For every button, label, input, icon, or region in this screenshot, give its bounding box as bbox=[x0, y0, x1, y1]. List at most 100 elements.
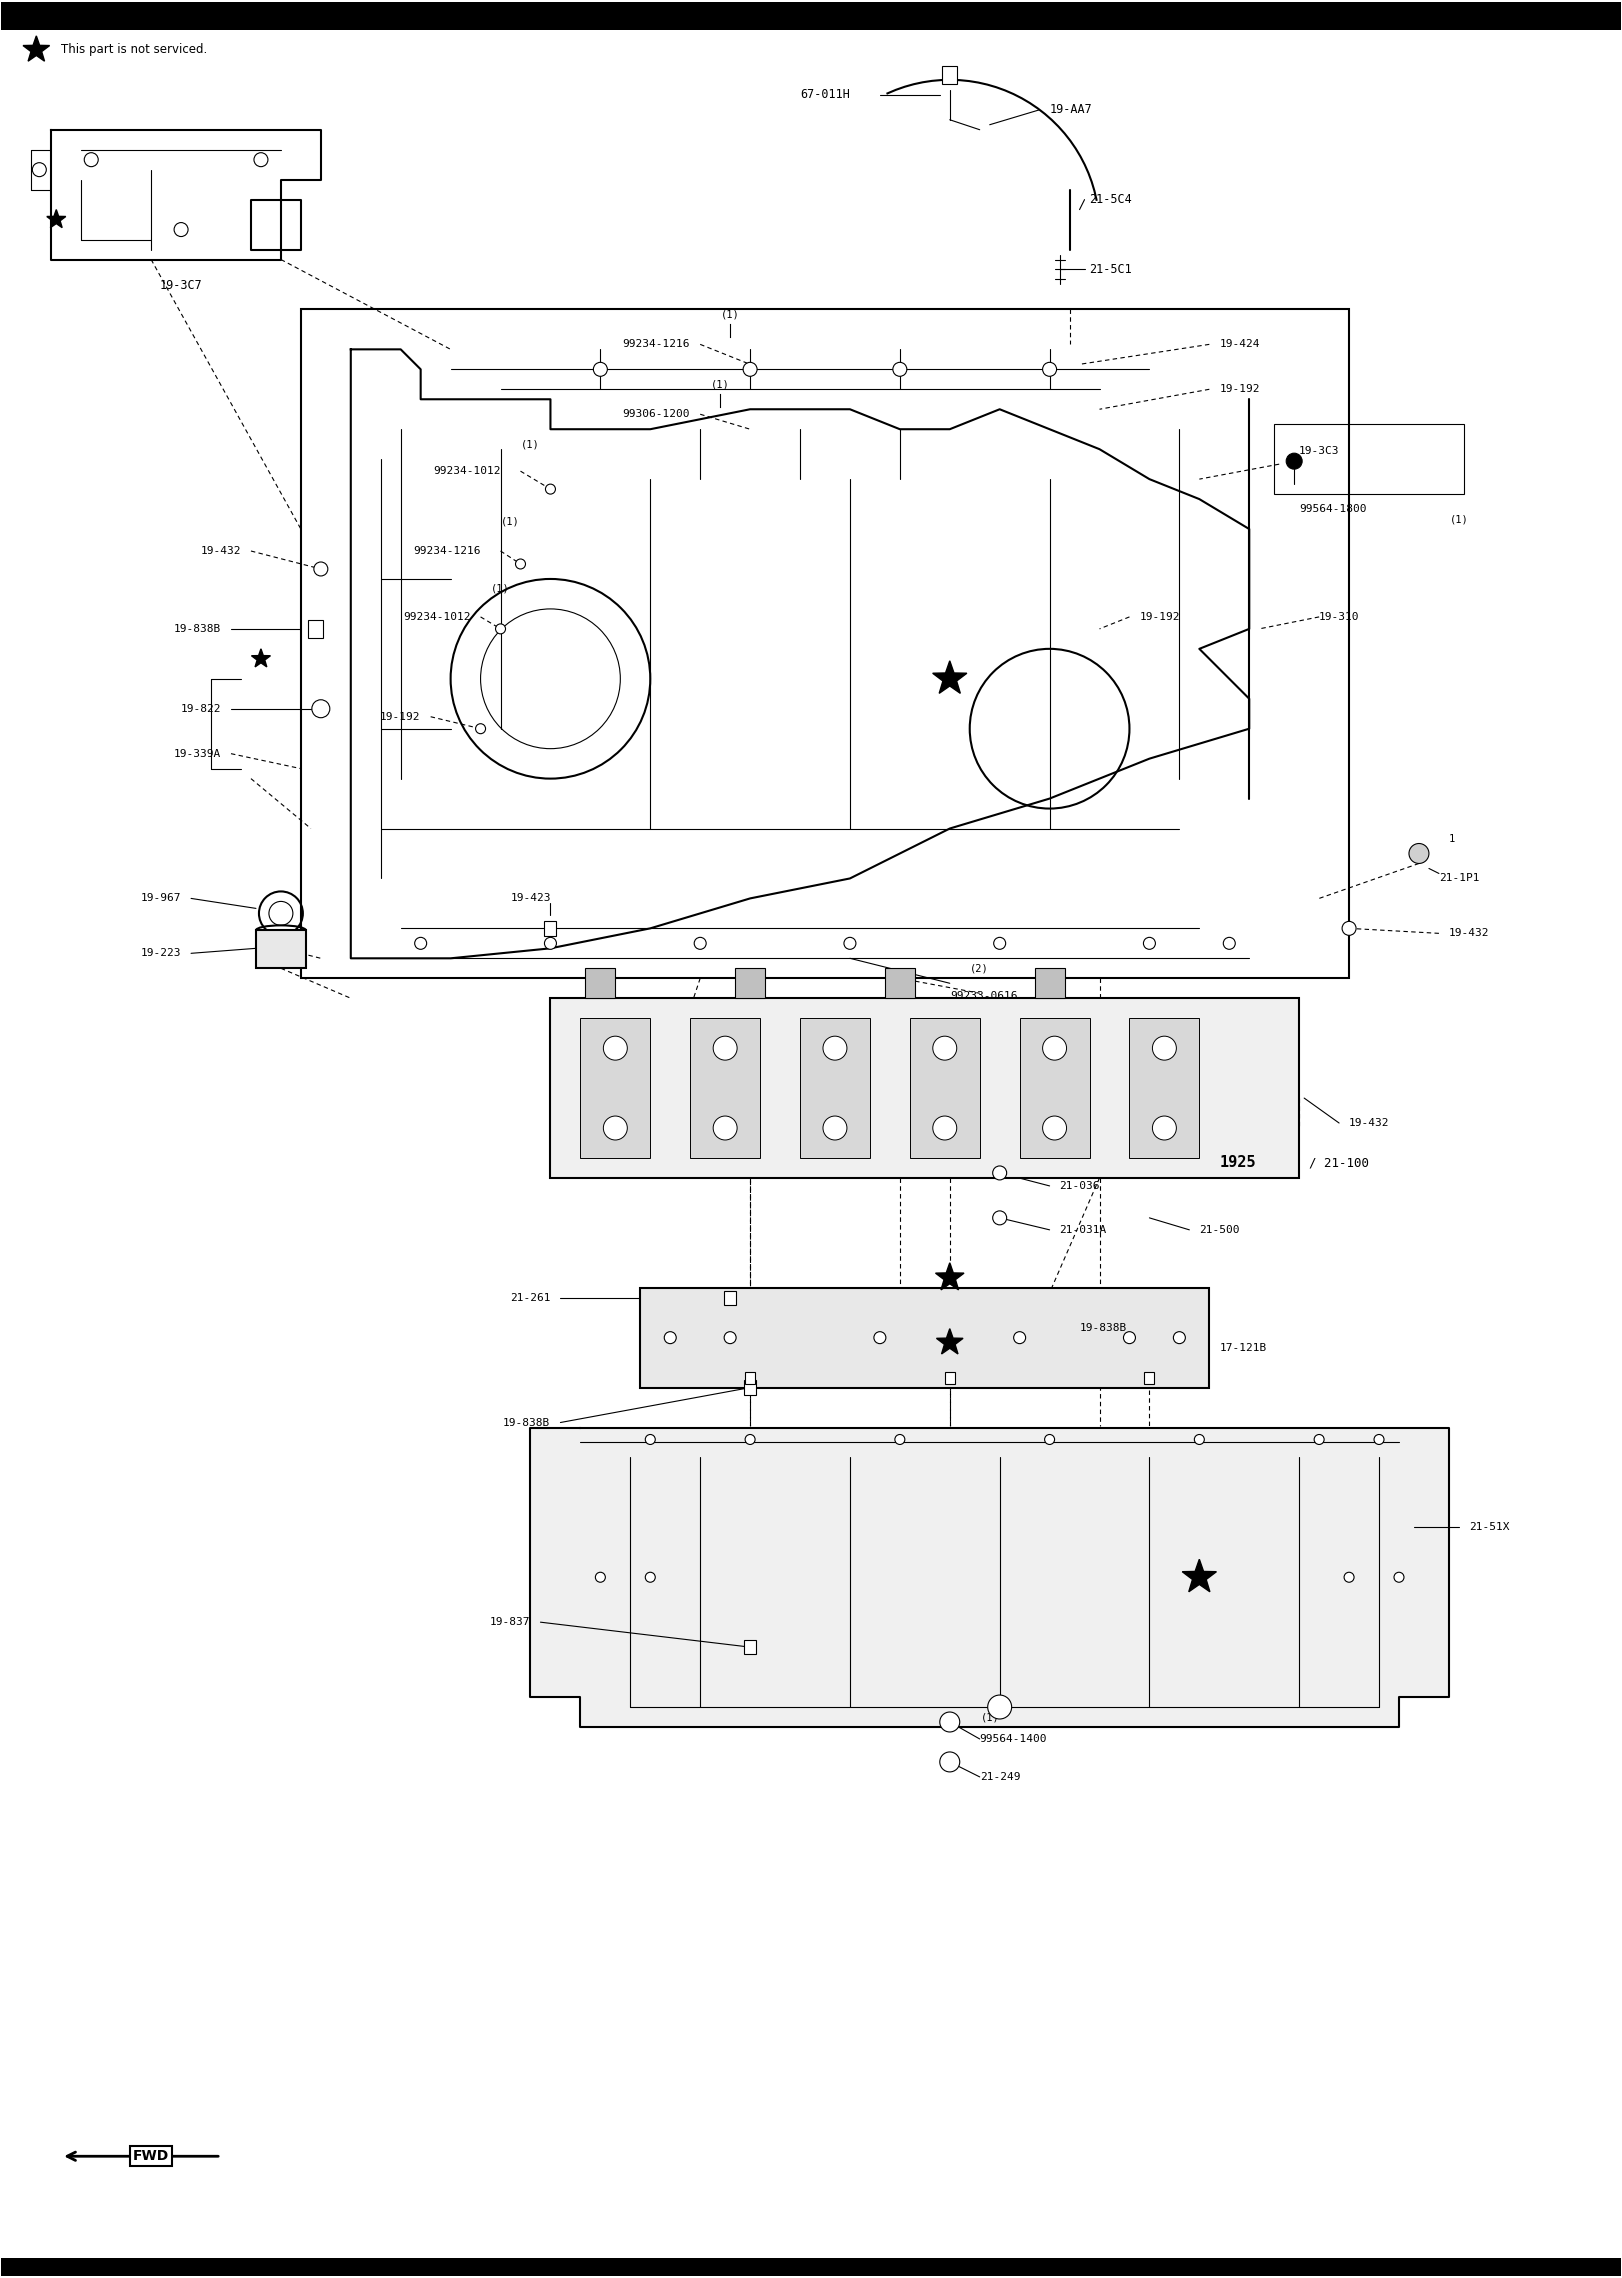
Circle shape bbox=[993, 1212, 1007, 1226]
Text: 99564-1800: 99564-1800 bbox=[1299, 503, 1367, 515]
Circle shape bbox=[822, 1036, 847, 1059]
Circle shape bbox=[313, 563, 328, 576]
Circle shape bbox=[694, 936, 706, 950]
Circle shape bbox=[415, 936, 427, 950]
Text: (1): (1) bbox=[491, 583, 509, 595]
Bar bbox=[744, 1371, 756, 1383]
Text: 19-223: 19-223 bbox=[141, 948, 182, 959]
Text: 99306-1200: 99306-1200 bbox=[623, 410, 691, 419]
Polygon shape bbox=[251, 649, 271, 667]
Circle shape bbox=[516, 558, 526, 570]
Circle shape bbox=[1374, 1435, 1384, 1444]
Text: 21-031A: 21-031A bbox=[1059, 1226, 1106, 1235]
Circle shape bbox=[939, 1752, 960, 1772]
Bar bbox=[2, 2257, 1620, 2276]
Circle shape bbox=[843, 936, 856, 950]
Circle shape bbox=[603, 1116, 628, 1139]
Text: 99233-0616: 99233-0616 bbox=[950, 991, 1017, 1002]
Text: / 21-100: / 21-100 bbox=[1309, 1157, 1369, 1169]
Bar bbox=[886, 968, 915, 998]
Text: 99234-1216: 99234-1216 bbox=[623, 339, 691, 349]
Bar bbox=[586, 968, 615, 998]
Text: (1): (1) bbox=[1450, 515, 1468, 524]
Circle shape bbox=[1223, 936, 1236, 950]
Text: 19-838B: 19-838B bbox=[503, 1417, 550, 1428]
Text: (1): (1) bbox=[720, 310, 740, 319]
Bar bbox=[942, 66, 957, 84]
Circle shape bbox=[1410, 843, 1429, 863]
Text: (2): (2) bbox=[970, 964, 988, 973]
Bar bbox=[1035, 968, 1064, 998]
Text: 99564-1400: 99564-1400 bbox=[980, 1734, 1048, 1745]
Text: 21-1P1: 21-1P1 bbox=[1439, 872, 1479, 884]
Circle shape bbox=[1144, 936, 1155, 950]
Bar bbox=[581, 1018, 650, 1157]
Text: 21-036: 21-036 bbox=[1059, 1180, 1100, 1191]
Text: 19-432: 19-432 bbox=[1448, 929, 1489, 939]
Circle shape bbox=[595, 1572, 605, 1583]
Text: 99234-1012: 99234-1012 bbox=[433, 467, 501, 476]
Bar bbox=[910, 1018, 980, 1157]
Circle shape bbox=[545, 485, 555, 494]
Circle shape bbox=[822, 1116, 847, 1139]
Text: (1): (1) bbox=[981, 1713, 999, 1722]
Circle shape bbox=[1152, 1116, 1176, 1139]
Polygon shape bbox=[1182, 1558, 1216, 1592]
Text: 17-121B: 17-121B bbox=[1220, 1342, 1267, 1353]
Circle shape bbox=[1194, 1435, 1204, 1444]
Text: 19-967: 19-967 bbox=[141, 893, 182, 904]
Text: 19-838B: 19-838B bbox=[174, 624, 221, 633]
Circle shape bbox=[874, 1333, 886, 1344]
Text: 21-5C4: 21-5C4 bbox=[1090, 194, 1132, 205]
Text: 19-192: 19-192 bbox=[380, 711, 420, 722]
Polygon shape bbox=[23, 36, 50, 62]
Circle shape bbox=[993, 1166, 1007, 1180]
Circle shape bbox=[1124, 1333, 1135, 1344]
Text: 19-AA7: 19-AA7 bbox=[1049, 103, 1092, 116]
Circle shape bbox=[84, 153, 99, 166]
Circle shape bbox=[744, 1435, 756, 1444]
Text: (1): (1) bbox=[710, 380, 730, 390]
Text: 21-261: 21-261 bbox=[509, 1292, 550, 1303]
Bar bbox=[744, 1640, 756, 1654]
Circle shape bbox=[1345, 1572, 1354, 1583]
Circle shape bbox=[988, 1695, 1012, 1720]
Text: (1): (1) bbox=[501, 517, 521, 526]
Bar bbox=[1129, 1018, 1199, 1157]
Bar bbox=[256, 929, 307, 968]
Bar bbox=[1145, 1371, 1155, 1383]
Bar bbox=[735, 968, 766, 998]
Text: 19-192: 19-192 bbox=[1220, 385, 1260, 394]
Circle shape bbox=[892, 362, 907, 376]
Circle shape bbox=[1341, 920, 1356, 936]
Bar bbox=[800, 1018, 869, 1157]
Polygon shape bbox=[47, 210, 67, 228]
Circle shape bbox=[475, 724, 485, 734]
Circle shape bbox=[939, 1713, 960, 1731]
Circle shape bbox=[1314, 1435, 1324, 1444]
Circle shape bbox=[895, 1435, 905, 1444]
Polygon shape bbox=[933, 661, 967, 693]
Text: 19-424: 19-424 bbox=[1220, 339, 1260, 349]
Circle shape bbox=[1045, 1435, 1054, 1444]
Text: 19-838B: 19-838B bbox=[1080, 1324, 1127, 1333]
Circle shape bbox=[933, 1036, 957, 1059]
Circle shape bbox=[32, 162, 47, 178]
Circle shape bbox=[714, 1036, 736, 1059]
Text: 21-249: 21-249 bbox=[980, 1772, 1020, 1781]
Text: FWD: FWD bbox=[133, 2148, 169, 2164]
Bar bbox=[944, 1371, 955, 1383]
Bar bbox=[308, 620, 323, 638]
Circle shape bbox=[665, 1333, 676, 1344]
Text: 19-423: 19-423 bbox=[511, 893, 551, 904]
Text: 67-011H: 67-011H bbox=[800, 89, 850, 100]
Text: 19-339A: 19-339A bbox=[174, 749, 221, 759]
Circle shape bbox=[933, 1116, 957, 1139]
Text: 99234-1216: 99234-1216 bbox=[414, 547, 480, 556]
Text: 19-310: 19-310 bbox=[1319, 613, 1359, 622]
Circle shape bbox=[994, 936, 1006, 950]
Bar bbox=[691, 1018, 761, 1157]
Text: 19-432: 19-432 bbox=[1350, 1118, 1390, 1128]
Circle shape bbox=[1043, 1036, 1067, 1059]
Circle shape bbox=[1043, 1116, 1067, 1139]
